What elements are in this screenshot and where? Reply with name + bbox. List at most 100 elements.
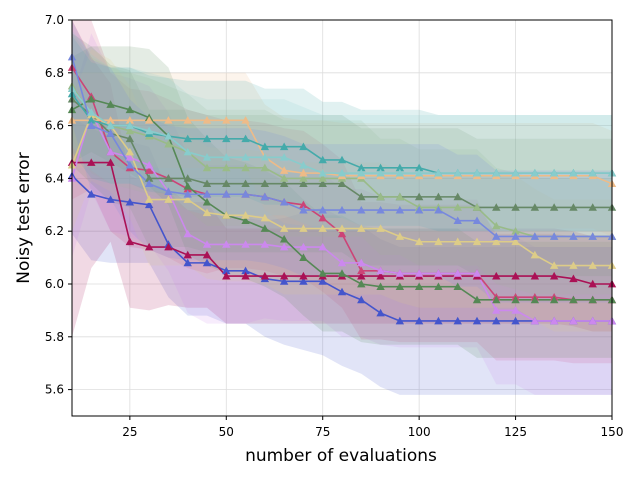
point-teal <box>183 134 192 143</box>
point-light-teal <box>222 153 231 161</box>
point-crimson <box>202 250 212 259</box>
point-khaki <box>414 237 424 246</box>
point-crimson <box>588 279 597 288</box>
point-lavender-blue <box>183 190 192 198</box>
point-pink <box>299 200 308 209</box>
point-blue <box>414 316 424 325</box>
point-lavender-blue <box>299 205 308 214</box>
point-light-teal <box>511 168 520 177</box>
point-green <box>434 282 443 290</box>
point-olive-green <box>453 192 462 201</box>
point-lavender-blue <box>357 205 366 214</box>
point-violet <box>530 316 540 325</box>
point-khaki <box>125 147 135 156</box>
y-axis-label: Noisy test error <box>14 152 34 283</box>
point-lavender-blue <box>279 197 289 206</box>
point-blue <box>453 316 462 325</box>
point-lavender-blue <box>530 232 540 240</box>
point-violet <box>588 316 597 325</box>
x-tick-label: 50 <box>219 425 234 439</box>
point-lavender-blue <box>241 190 250 198</box>
point-olive-green <box>183 174 192 182</box>
point-blue <box>337 287 347 296</box>
point-light-teal <box>279 153 289 161</box>
point-green <box>511 295 520 304</box>
point-green <box>453 282 462 290</box>
point-green <box>260 224 270 232</box>
point-violet <box>357 258 366 267</box>
point-lavender-blue <box>260 192 270 201</box>
point-teal <box>222 134 231 143</box>
point-blue <box>299 277 308 285</box>
point-teal <box>260 142 270 151</box>
point-light-teal <box>414 168 424 177</box>
band-green <box>72 46 612 358</box>
point-green <box>106 100 115 108</box>
point-blue <box>472 316 482 325</box>
point-violet <box>260 240 270 248</box>
point-light-teal <box>337 168 347 177</box>
point-green <box>125 105 135 114</box>
y-tick-label: 6.6 <box>45 119 64 133</box>
point-peach <box>106 116 115 124</box>
point-peach <box>241 116 250 124</box>
point-green <box>337 269 347 277</box>
point-olive-green <box>144 174 154 182</box>
point-violet <box>492 306 501 314</box>
point-light-teal <box>202 153 212 161</box>
point-green <box>183 182 192 190</box>
point-crimson <box>164 242 173 251</box>
point-light-green <box>318 174 327 182</box>
point-teal <box>241 134 250 143</box>
point-violet <box>453 269 462 277</box>
point-violet <box>202 240 212 248</box>
point-light-green <box>241 163 250 172</box>
point-light-teal <box>144 126 154 135</box>
point-peach <box>183 116 192 124</box>
point-violet <box>241 240 250 248</box>
point-peach <box>299 168 308 177</box>
point-violet <box>106 147 115 156</box>
point-green <box>241 216 250 224</box>
point-khaki <box>318 224 327 232</box>
point-olive-green <box>337 179 347 188</box>
point-crimson <box>222 271 231 280</box>
point-crimson <box>530 271 540 280</box>
point-khaki <box>492 237 501 246</box>
point-violet <box>511 306 520 314</box>
point-crimson <box>87 158 96 166</box>
point-lavender-blue <box>337 205 347 214</box>
point-crimson <box>299 271 308 280</box>
point-pink <box>144 166 154 174</box>
point-lavender-blue <box>144 179 154 188</box>
point-olive-green <box>588 203 597 211</box>
point-light-teal <box>588 168 597 177</box>
point-khaki <box>511 237 520 246</box>
x-tick-label: 125 <box>504 425 527 439</box>
point-violet <box>318 242 327 251</box>
point-khaki <box>569 261 578 269</box>
series-markers <box>67 52 617 325</box>
point-light-teal <box>395 168 405 177</box>
point-light-teal <box>260 153 270 161</box>
point-crimson <box>569 274 578 283</box>
point-violet <box>472 269 482 277</box>
point-light-teal <box>434 168 443 177</box>
point-green <box>299 253 308 261</box>
point-light-teal <box>318 168 327 177</box>
point-lavender-blue <box>318 205 327 214</box>
point-light-teal <box>164 131 173 140</box>
x-axis-ticks: 25 50 75 100 125 150 <box>122 416 623 439</box>
point-crimson <box>492 271 501 280</box>
point-violet <box>434 269 443 277</box>
point-light-teal <box>549 168 559 177</box>
point-lavender-blue <box>492 232 501 240</box>
point-green <box>318 269 327 277</box>
point-violet <box>144 161 154 169</box>
point-teal <box>357 163 366 172</box>
point-violet <box>125 153 135 161</box>
point-blue <box>222 266 231 275</box>
point-khaki <box>588 261 597 269</box>
